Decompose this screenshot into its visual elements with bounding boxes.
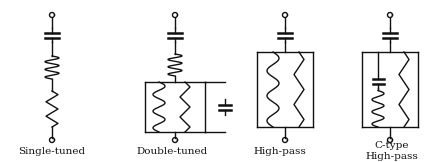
Text: Single-tuned: Single-tuned: [18, 146, 85, 156]
Text: Double-tuned: Double-tuned: [136, 146, 208, 156]
Text: High-pass: High-pass: [254, 146, 306, 156]
Text: C-type
High-pass: C-type High-pass: [366, 141, 418, 161]
